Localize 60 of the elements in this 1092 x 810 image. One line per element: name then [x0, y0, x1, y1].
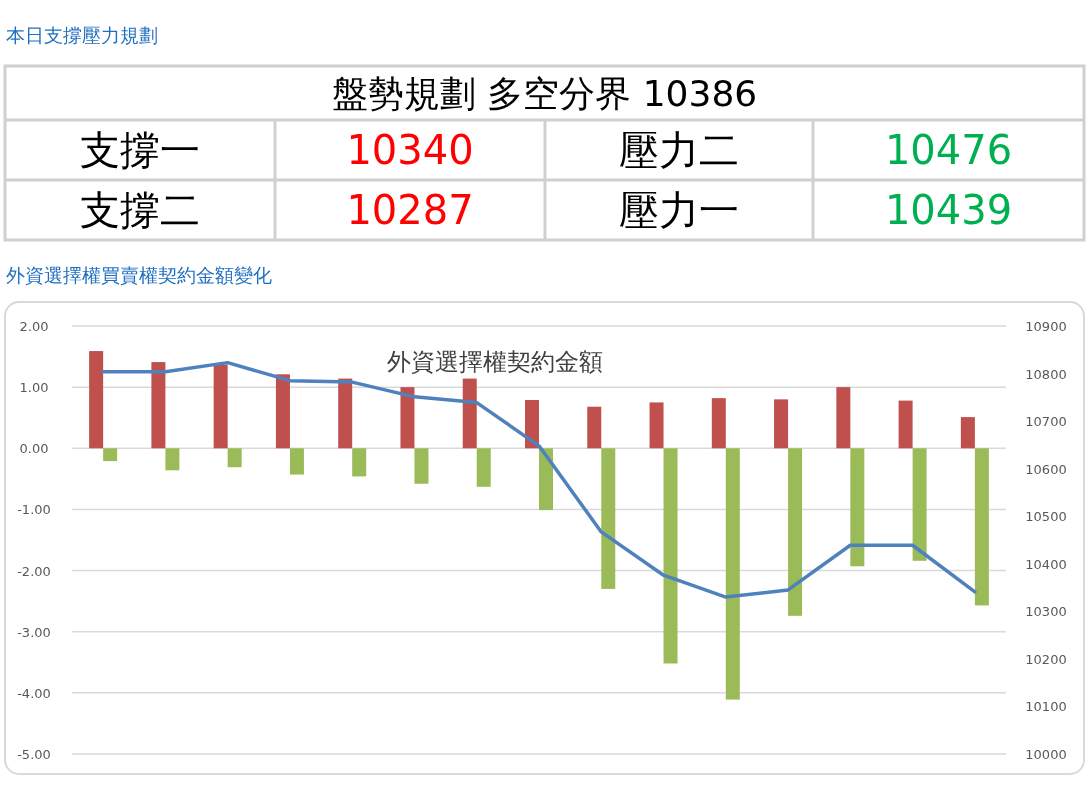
bar	[227, 448, 242, 468]
text: 支撐一	[80, 127, 200, 173]
y2-tick-label: 10000	[1025, 747, 1067, 762]
bar	[275, 374, 290, 449]
bar	[649, 402, 664, 449]
bar	[663, 448, 678, 664]
text: 壓力二	[619, 127, 739, 173]
bar	[89, 351, 104, 449]
text: 外資選擇權契約金額	[387, 348, 603, 376]
bar	[352, 448, 367, 477]
y2-tick-label: 10800	[1025, 366, 1067, 382]
bar	[711, 398, 726, 449]
bar	[414, 448, 429, 484]
bar	[525, 399, 539, 449]
text: 10340	[346, 127, 474, 173]
y2-tick-label: 10300	[1025, 604, 1067, 620]
y-tick-label: -4.00	[17, 685, 51, 701]
bar	[774, 399, 789, 449]
bar	[960, 417, 975, 449]
y-tick-label: -2.00	[17, 563, 51, 579]
bar	[850, 448, 865, 567]
text: 10476	[884, 127, 1013, 173]
y-tick-label: -3.00	[17, 624, 51, 640]
chart-subtitle: 外資選擇權買賣權契約金額變化	[6, 264, 272, 286]
bar	[476, 448, 491, 487]
bar	[289, 448, 304, 475]
bar	[165, 448, 180, 471]
y2-tick-label: 10200	[1025, 651, 1067, 667]
y2-tick-label: 10600	[1025, 461, 1067, 477]
bar	[400, 387, 415, 449]
y2-tick-label: 10500	[1025, 509, 1067, 525]
y-tick-label: -5.00	[17, 747, 51, 762]
y2-tick-label: 10100	[1025, 699, 1067, 715]
bar	[213, 364, 228, 449]
y-tick-label: -1.00	[17, 502, 51, 518]
bar	[601, 448, 616, 589]
text: 10287	[346, 187, 474, 233]
bar	[151, 362, 166, 449]
y2-tick-label: 10700	[1025, 414, 1067, 430]
bar	[836, 387, 851, 449]
bar	[912, 448, 927, 561]
bar	[788, 448, 803, 616]
y2-tick-label: 10400	[1025, 556, 1067, 572]
y-tick-label: 2.00	[19, 319, 49, 334]
text: 10439	[884, 187, 1013, 233]
bar	[338, 378, 353, 449]
text: 本日支撐壓力規劃	[6, 24, 158, 46]
bar	[462, 378, 477, 449]
y-tick-label: 1.00	[19, 380, 49, 396]
bar	[587, 406, 602, 449]
text: 支撐二	[80, 187, 200, 233]
bar	[539, 448, 553, 511]
y-tick-label: 0.00	[19, 441, 49, 457]
text: 盤勢規劃 多空分界 10386	[331, 73, 758, 114]
bar	[898, 400, 913, 449]
y2-tick-label: 10900	[1025, 319, 1067, 334]
bar	[725, 448, 740, 700]
bar	[103, 448, 118, 462]
bar	[974, 448, 989, 606]
text: 壓力一	[619, 187, 739, 233]
